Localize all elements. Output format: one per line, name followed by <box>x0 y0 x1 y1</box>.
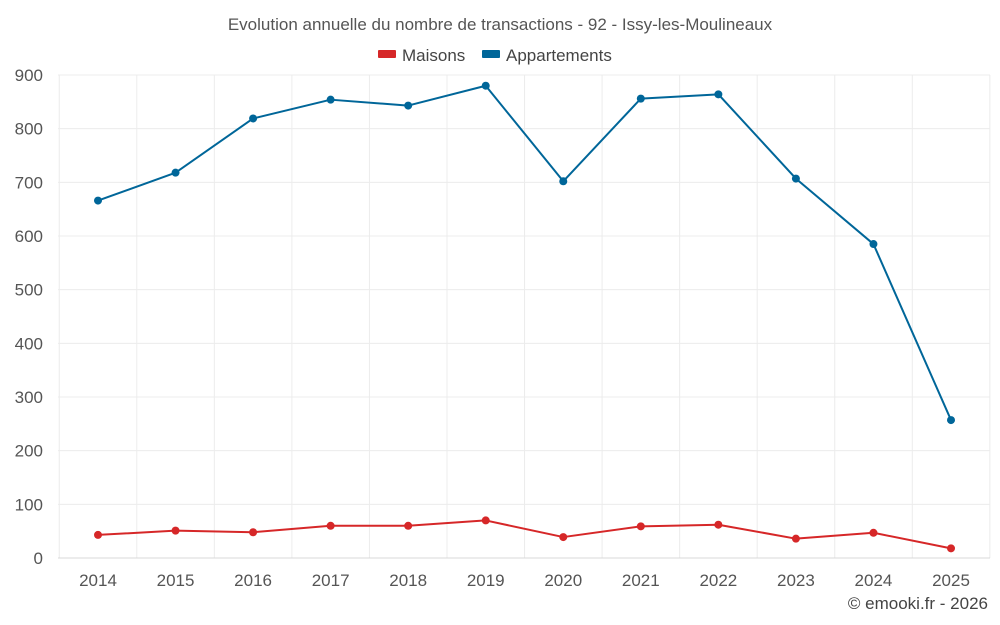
chart-title: Evolution annuelle du nombre de transact… <box>228 15 773 34</box>
x-tick-label: 2017 <box>312 571 350 590</box>
data-point[interactable] <box>559 533 568 542</box>
data-point[interactable] <box>636 522 645 531</box>
x-tick-label: 2023 <box>777 571 815 590</box>
data-point[interactable] <box>636 94 645 103</box>
data-point[interactable] <box>171 526 180 535</box>
legend-swatch-maisons <box>378 50 396 58</box>
data-point[interactable] <box>171 168 180 177</box>
y-axis-labels: 0 100 200 300 400 500 600 700 800 900 <box>15 66 43 568</box>
x-tick-label: 2016 <box>234 571 272 590</box>
data-point[interactable] <box>326 521 335 530</box>
x-tick-label: 2014 <box>79 571 117 590</box>
data-point[interactable] <box>481 81 490 90</box>
grid-layer <box>58 74 991 559</box>
data-point[interactable] <box>714 90 723 99</box>
data-point[interactable] <box>714 520 723 529</box>
data-point[interactable] <box>947 416 955 425</box>
x-tick-label: 2019 <box>467 571 505 590</box>
data-point[interactable] <box>326 95 335 104</box>
x-tick-label: 2021 <box>622 571 660 590</box>
legend-label-appartements[interactable]: Appartements <box>506 46 612 65</box>
data-point[interactable] <box>94 530 102 539</box>
data-point[interactable] <box>791 534 800 543</box>
series-line-maisons <box>97 519 952 550</box>
y-tick-label: 900 <box>15 66 43 85</box>
data-point[interactable] <box>559 177 568 186</box>
data-point[interactable] <box>481 516 490 525</box>
series-line-appartements <box>97 84 952 422</box>
y-tick-label: 600 <box>15 227 43 246</box>
x-tick-label: 2015 <box>157 571 195 590</box>
y-tick-label: 0 <box>34 549 43 568</box>
y-tick-label: 300 <box>15 388 43 407</box>
y-tick-label: 500 <box>15 281 43 300</box>
data-point[interactable] <box>94 196 102 205</box>
x-tick-label: 2020 <box>544 571 582 590</box>
credit-footer: © emooki.fr - 2026 <box>848 594 988 613</box>
data-point[interactable] <box>249 114 258 123</box>
series-layer <box>94 81 955 553</box>
x-axis-labels: 2014 2015 2016 2017 2018 2019 2020 2021 2022 2023… <box>79 571 970 590</box>
x-tick-label: 2018 <box>389 571 427 590</box>
y-tick-label: 200 <box>15 442 43 461</box>
data-point[interactable] <box>404 521 413 530</box>
y-tick-label: 100 <box>15 495 43 514</box>
legend-swatch-appartements <box>482 50 500 58</box>
y-tick-label: 700 <box>15 173 43 192</box>
series-maisons <box>94 516 955 553</box>
data-point[interactable] <box>249 528 258 537</box>
chart-legend: Maisons Appartements <box>378 46 612 65</box>
y-tick-label: 800 <box>15 120 43 139</box>
data-point[interactable] <box>869 240 878 249</box>
data-point[interactable] <box>791 174 800 183</box>
x-tick-label: 2025 <box>932 571 970 590</box>
data-point[interactable] <box>869 528 878 537</box>
legend-label-maisons[interactable]: Maisons <box>402 46 465 65</box>
data-point[interactable] <box>404 101 413 110</box>
y-tick-label: 400 <box>15 334 43 353</box>
data-point[interactable] <box>947 544 955 553</box>
x-tick-label: 2024 <box>855 571 893 590</box>
series-appartements <box>94 81 955 425</box>
x-tick-label: 2022 <box>699 571 737 590</box>
